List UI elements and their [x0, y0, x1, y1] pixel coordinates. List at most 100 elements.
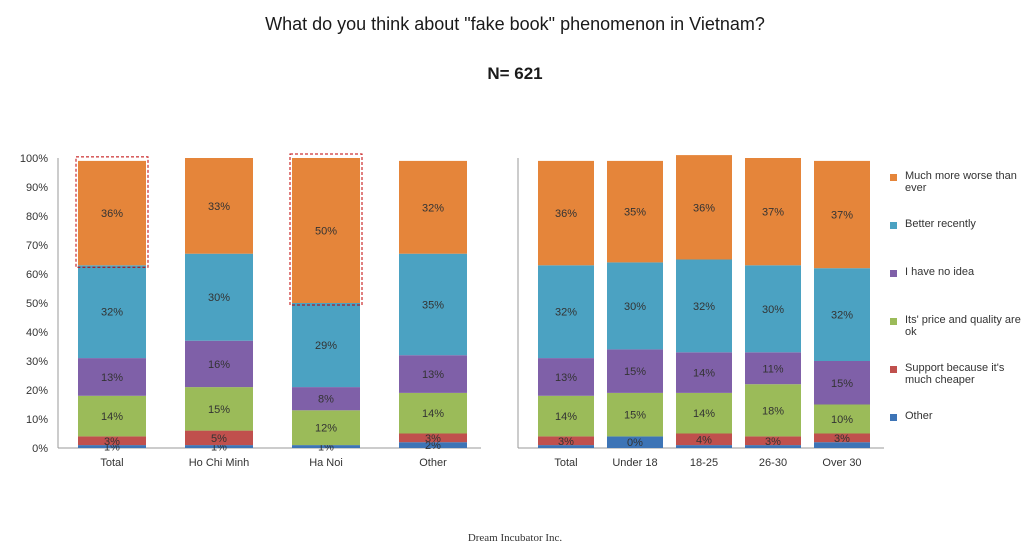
data-label: 15%: [831, 378, 853, 390]
bar-segment: [399, 355, 467, 393]
bar-segment: [814, 433, 870, 443]
data-label: 2%: [425, 440, 441, 452]
bar-segment: [78, 265, 146, 359]
bar-segment: [607, 436, 663, 448]
legend-swatch: [890, 222, 897, 229]
y-tick-label: 20%: [26, 385, 48, 397]
data-label: 12%: [315, 423, 337, 435]
data-label: 13%: [555, 372, 577, 384]
data-label: 15%: [208, 404, 230, 416]
bar-segment: [745, 265, 801, 353]
bar-segment: [676, 433, 732, 446]
bar-segment: [745, 445, 801, 448]
data-label: 36%: [693, 202, 715, 214]
bar-segment: [399, 160, 467, 254]
data-label: 33%: [208, 201, 230, 213]
data-label: 3%: [765, 436, 781, 448]
bar-segment: [78, 445, 146, 448]
legend: Much more worse than ever Better recentl…: [880, 170, 1030, 458]
data-label: 35%: [422, 299, 444, 311]
category-label: Over 30: [822, 457, 861, 469]
data-label: 16%: [208, 359, 230, 371]
bar-segment: [399, 442, 467, 448]
bar-segment: [745, 436, 801, 446]
y-tick-label: 90%: [26, 182, 48, 194]
category-label: Other: [419, 457, 447, 469]
bar-segment: [78, 436, 146, 446]
legend-label: Its' price and quality are ok: [905, 314, 1021, 338]
data-label: 32%: [831, 310, 853, 322]
bar-segment: [607, 160, 663, 263]
bar-segment: [538, 445, 594, 448]
legend-item: Other: [880, 410, 1030, 458]
data-label: 11%: [762, 363, 783, 375]
bar-segment: [814, 442, 870, 448]
legend-item: Much more worse than ever: [880, 170, 1030, 218]
legend-label: Much more worse than ever: [905, 170, 1017, 194]
data-label: 13%: [422, 369, 444, 381]
data-label: 29%: [315, 340, 337, 352]
data-label: 3%: [834, 433, 850, 445]
y-tick-label: 10%: [26, 414, 48, 426]
legend-swatch: [890, 318, 897, 325]
legend-item: Support because it's much cheaper: [880, 362, 1030, 410]
bar-segment: [814, 361, 870, 405]
data-label: 32%: [422, 202, 444, 214]
bar-segment: [292, 303, 360, 388]
data-label: 15%: [624, 410, 646, 422]
bar-segment: [292, 410, 360, 446]
bar-segment: [676, 259, 732, 353]
bar-segment: [185, 340, 253, 388]
bar-segment: [538, 436, 594, 446]
y-tick-label: 40%: [26, 327, 48, 339]
bar-segment: [538, 160, 594, 266]
bar-segment: [399, 253, 467, 356]
data-label: 4%: [696, 434, 712, 446]
data-label: 3%: [558, 436, 574, 448]
bar-segment: [185, 253, 253, 341]
y-tick-label: 0%: [32, 443, 48, 455]
y-tick-label: 30%: [26, 356, 48, 368]
bar-segment: [745, 384, 801, 437]
y-tick-label: 50%: [26, 298, 48, 310]
y-tick-label: 60%: [26, 269, 48, 281]
data-label: 14%: [693, 408, 715, 420]
data-label: 32%: [555, 307, 577, 319]
bar-segment: [814, 404, 870, 434]
category-label: Total: [554, 457, 577, 469]
bar-segment: [745, 352, 801, 385]
chart-subtitle: N= 621: [487, 64, 543, 83]
y-tick-label: 80%: [26, 211, 48, 223]
bar-segment: [78, 358, 146, 396]
bar-segment: [292, 387, 360, 411]
bar-segment: [538, 395, 594, 437]
category-label: Under 18: [612, 457, 657, 469]
legend-item: I have no idea: [880, 266, 1030, 314]
bar-segment: [292, 158, 360, 303]
data-label: 32%: [101, 307, 123, 319]
data-label: 15%: [624, 366, 646, 378]
data-label: 14%: [101, 411, 123, 423]
bar-segment: [814, 268, 870, 361]
data-label: 32%: [693, 301, 715, 313]
data-label: 3%: [104, 436, 120, 448]
data-label: 30%: [208, 292, 230, 304]
data-label: 18%: [762, 405, 784, 417]
chart-title: What do you think about "fake book" phen…: [265, 14, 765, 34]
data-label: 13%: [101, 372, 123, 384]
data-label: 3%: [425, 433, 441, 445]
category-label: 18-25: [690, 457, 718, 469]
bar-segment: [676, 155, 732, 260]
data-label: 8%: [318, 394, 334, 406]
bar-segment: [185, 445, 253, 448]
bar-segment: [399, 433, 467, 443]
bar-segment: [745, 158, 801, 266]
data-label: 30%: [762, 304, 784, 316]
legend-label: I have no idea: [905, 266, 975, 278]
footer-credit: Dream Incubator Inc.: [467, 532, 563, 544]
data-label: 35%: [624, 207, 646, 219]
bar-segment: [185, 430, 253, 446]
data-label: 50%: [315, 226, 337, 238]
legend-item: Better recently: [880, 218, 1030, 266]
